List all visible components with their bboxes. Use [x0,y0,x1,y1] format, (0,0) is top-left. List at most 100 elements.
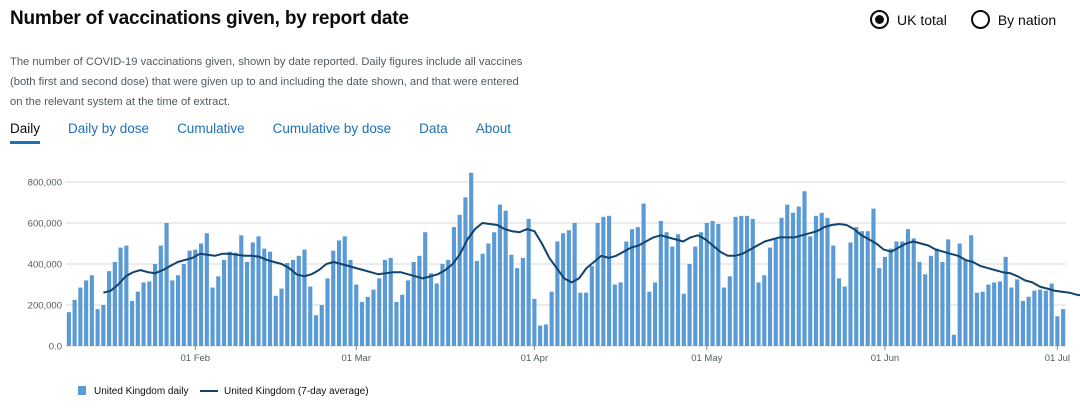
daily-bar[interactable] [141,282,146,346]
daily-bar[interactable] [813,215,819,346]
daily-bar[interactable] [210,287,215,346]
daily-bar[interactable] [267,251,273,346]
daily-bar[interactable] [331,250,336,346]
daily-bar[interactable] [250,242,255,346]
tab-cumulative-by-dose[interactable]: Cumulative by dose [272,121,392,136]
daily-bar[interactable] [635,227,640,346]
daily-bar[interactable] [118,247,123,346]
daily-bar[interactable] [767,247,773,346]
daily-bar[interactable] [221,259,227,346]
tab-daily[interactable]: Daily [10,121,41,144]
daily-bar[interactable] [750,218,755,346]
daily-bar[interactable] [1026,296,1031,346]
daily-bar[interactable] [112,261,117,346]
daily-bar[interactable] [124,245,129,346]
tab-about[interactable]: About [475,121,511,136]
daily-bar[interactable] [216,276,221,346]
daily-bar[interactable] [158,245,163,346]
daily-bar[interactable] [762,275,767,346]
daily-bar[interactable] [411,261,416,346]
daily-bar[interactable] [469,172,474,346]
daily-bar[interactable] [790,212,796,346]
daily-bar[interactable] [1020,300,1025,346]
daily-bar[interactable] [900,241,905,346]
daily-bar[interactable] [630,229,635,346]
daily-bar[interactable] [509,254,514,346]
daily-bar[interactable] [147,281,152,346]
daily-bar[interactable] [871,208,876,346]
daily-bar[interactable] [302,249,307,346]
daily-bar[interactable] [756,282,761,346]
daily-bar[interactable] [607,215,612,346]
daily-bar[interactable] [555,241,560,346]
daily-bar[interactable] [440,264,445,346]
daily-bar[interactable] [566,230,571,346]
daily-bar[interactable] [164,223,169,346]
daily-bar[interactable] [974,292,979,346]
daily-bar[interactable] [612,284,617,347]
daily-bar[interactable] [653,282,658,346]
daily-bar[interactable] [193,249,198,346]
daily-bar[interactable] [66,312,71,346]
daily-bar[interactable] [854,227,859,346]
daily-bar[interactable] [595,223,600,346]
daily-bar[interactable] [325,278,330,346]
daily-bar[interactable] [244,261,250,346]
daily-bar[interactable] [572,223,577,346]
daily-bar[interactable] [1009,287,1014,346]
daily-bar[interactable] [687,264,692,346]
daily-bar[interactable] [739,215,744,346]
daily-bar[interactable] [486,243,491,347]
daily-bar[interactable] [1055,316,1060,346]
daily-bar[interactable] [802,191,807,346]
daily-bar[interactable] [78,287,83,346]
daily-bar[interactable] [176,275,181,346]
daily-bar[interactable] [980,291,985,346]
daily-bar[interactable] [911,238,916,346]
daily-bar[interactable] [836,278,842,346]
daily-bar[interactable] [779,217,784,346]
daily-bar[interactable] [423,232,428,346]
daily-bar[interactable] [842,286,847,346]
daily-bar[interactable] [84,280,89,346]
daily-bar[interactable] [474,260,479,346]
daily-bar[interactable] [359,301,365,346]
daily-bar[interactable] [543,324,548,346]
daily-bar[interactable] [681,293,686,346]
daily-bar[interactable] [342,236,347,346]
daily-bar[interactable] [354,284,359,347]
daily-bar[interactable] [727,276,732,346]
daily-bar[interactable] [808,236,813,346]
daily-bar[interactable] [204,233,209,346]
daily-bar[interactable] [658,220,663,346]
daily-bar[interactable] [905,229,911,346]
daily-bar[interactable] [107,271,112,346]
daily-bar[interactable] [825,217,830,346]
daily-bar[interactable] [290,259,296,346]
daily-bar[interactable] [130,300,135,346]
daily-bar[interactable] [733,216,738,346]
daily-bar[interactable] [578,292,583,346]
daily-bar[interactable] [319,305,324,346]
tab-daily-by-dose[interactable]: Daily by dose [68,121,150,136]
daily-bar[interactable] [877,268,882,346]
daily-bar[interactable] [796,206,801,346]
daily-bar[interactable] [928,255,934,346]
daily-bar[interactable] [371,289,376,346]
daily-bar[interactable] [1061,309,1066,346]
daily-bar[interactable] [492,232,497,346]
daily-bar[interactable] [446,259,451,346]
daily-bar[interactable] [894,241,899,346]
seven-day-average-line[interactable] [103,222,1080,297]
daily-bar[interactable] [279,288,284,346]
daily-bar[interactable] [394,301,399,346]
daily-bar[interactable] [135,291,140,346]
daily-bar[interactable] [388,257,393,346]
daily-bar[interactable] [589,266,594,346]
daily-bar[interactable] [624,241,629,346]
daily-bar[interactable] [451,227,456,346]
daily-bar[interactable] [698,232,704,346]
daily-bar[interactable] [1043,290,1048,346]
radio-by-nation[interactable]: By nation [970,10,1056,29]
daily-bar[interactable] [744,215,750,346]
